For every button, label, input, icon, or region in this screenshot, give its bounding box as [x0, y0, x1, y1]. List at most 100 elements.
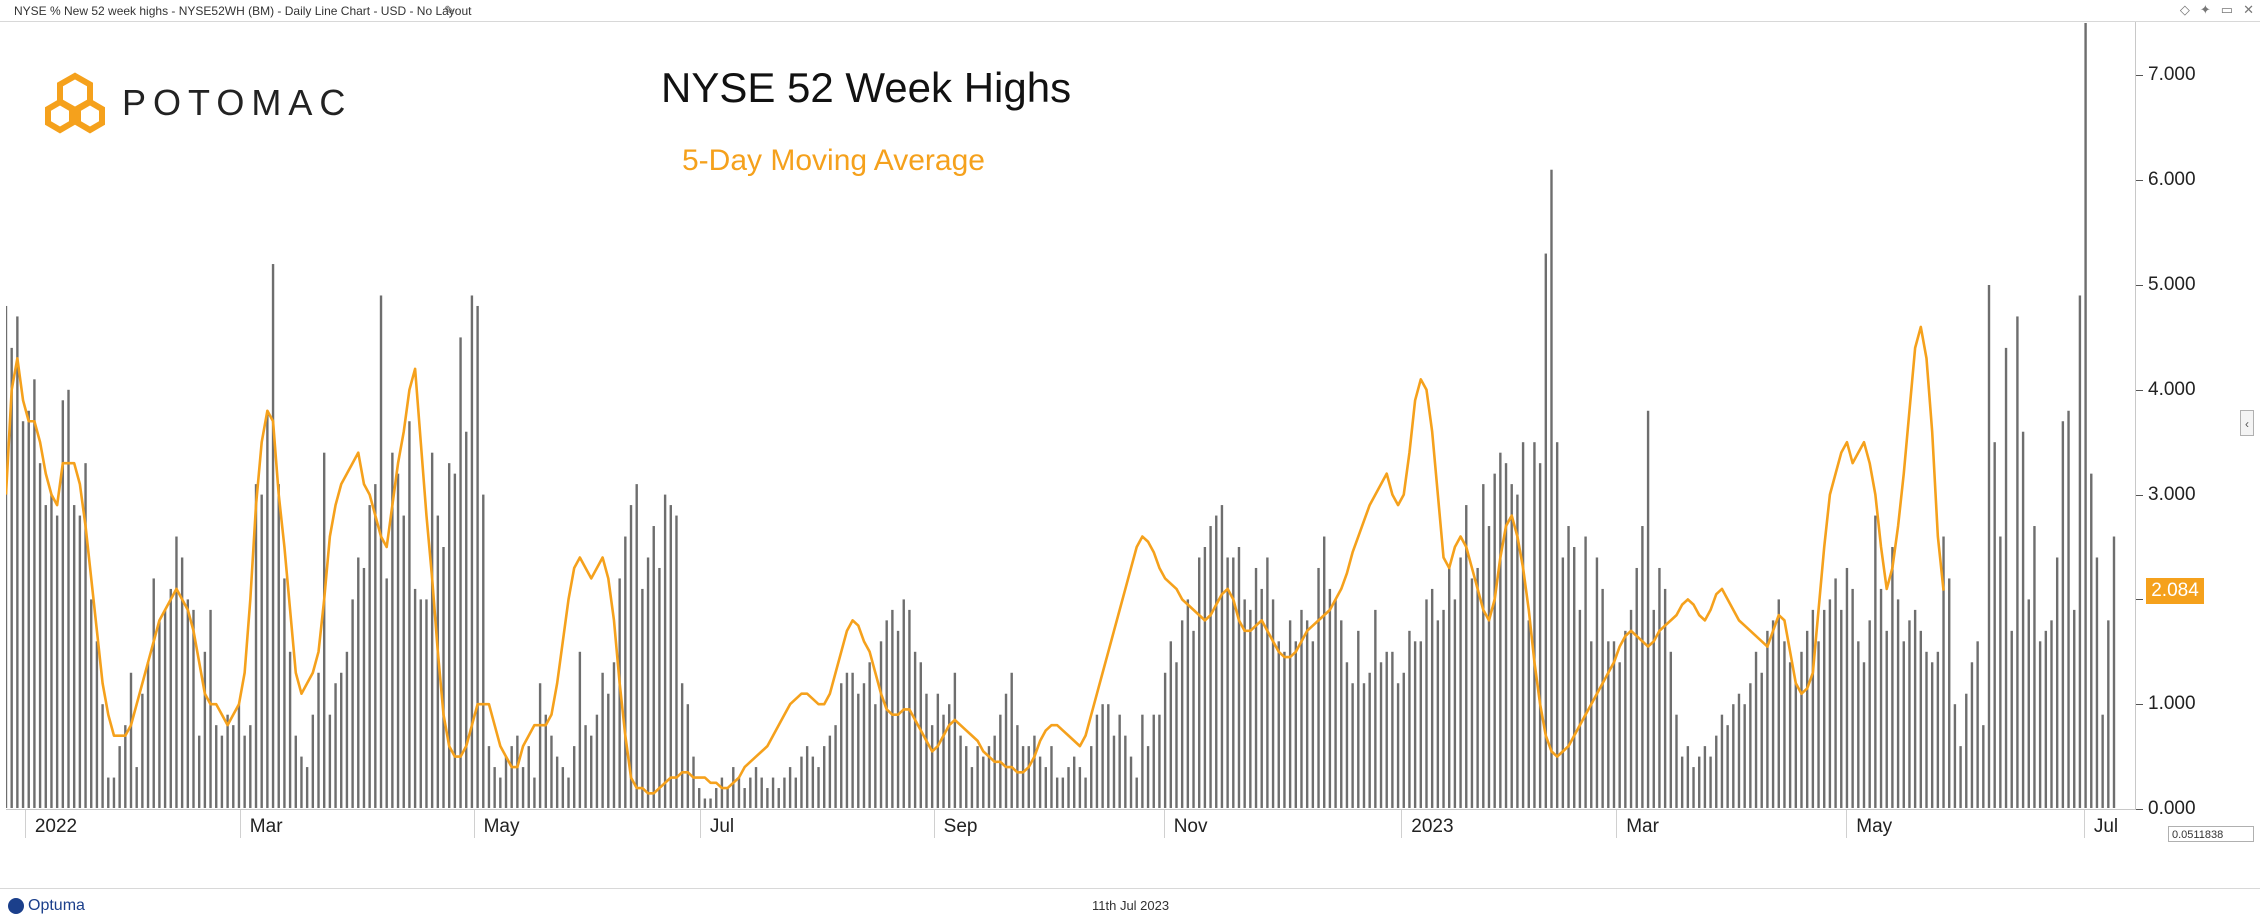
optuma-logo-icon	[8, 898, 24, 914]
diamond-icon[interactable]: ◇	[2179, 2, 2190, 17]
bar	[402, 515, 405, 808]
bar	[1323, 536, 1326, 808]
bar	[459, 337, 462, 808]
bar	[1044, 767, 1047, 808]
bar	[1788, 662, 1792, 808]
chart-plot-area[interactable]: POTOMAC NYSE 52 Week Highs 5-Day Moving …	[6, 22, 2136, 810]
bar	[1476, 567, 1479, 808]
y-axis-panel[interactable]: 0.0001.0002.0003.0004.0005.0006.0007.000…	[2136, 22, 2260, 819]
bar	[538, 683, 542, 808]
bar	[1487, 526, 1491, 808]
x-tick-label: May	[1856, 816, 1893, 837]
bar	[1368, 672, 1371, 808]
x-tick-mark	[699, 810, 701, 838]
bar	[442, 547, 445, 808]
bar	[1209, 526, 1212, 808]
bar	[180, 557, 184, 808]
bar	[2095, 557, 2099, 808]
bar	[754, 767, 758, 808]
bar	[209, 609, 212, 808]
bar	[913, 651, 917, 808]
bar	[186, 599, 190, 808]
bar	[1419, 641, 1422, 808]
bar	[1607, 641, 1610, 808]
close-icon[interactable]: ✕	[2243, 2, 2254, 17]
bar	[743, 788, 746, 808]
bar	[1868, 620, 1871, 808]
bar	[544, 714, 547, 808]
bar	[834, 725, 837, 808]
bar	[1698, 756, 1701, 808]
bar	[845, 672, 849, 808]
bar	[1305, 620, 1309, 808]
bar	[1095, 714, 1099, 808]
maximize-icon[interactable]: ▭	[2220, 2, 2234, 17]
bar	[2050, 620, 2053, 808]
x-tick-label: Jul	[709, 816, 735, 837]
bar	[1158, 714, 1161, 808]
x-axis[interactable]: 2022 Mar May Jul Sep Nov 2023 Mar May Jul	[6, 810, 2136, 842]
collapse-panel-chevron-icon[interactable]: ‹	[2240, 410, 2254, 436]
bar	[942, 714, 945, 808]
bar	[322, 452, 326, 808]
bar	[1090, 746, 1093, 808]
bar	[220, 735, 224, 808]
window-controls: ◇ ✦ ▭ ✕	[2180, 2, 2254, 18]
bar	[516, 735, 519, 808]
bar	[1573, 547, 1576, 808]
bar	[567, 777, 570, 808]
bar	[1777, 599, 1780, 808]
bar	[1948, 578, 1951, 808]
bar	[493, 767, 496, 808]
bar	[2055, 557, 2059, 808]
bar	[970, 767, 974, 808]
bar	[1141, 714, 1144, 808]
bar	[646, 557, 650, 808]
bar	[800, 756, 803, 808]
pin-icon[interactable]: ✦	[2199, 2, 2211, 17]
bar	[521, 767, 525, 808]
bar	[1567, 526, 1570, 808]
bar	[44, 505, 47, 808]
bar	[987, 746, 991, 808]
bar	[1817, 641, 1820, 808]
bar	[2073, 609, 2076, 808]
bar	[72, 505, 76, 808]
bar	[163, 609, 167, 808]
bar	[930, 725, 934, 808]
bar	[1146, 746, 1150, 808]
bar	[578, 651, 582, 808]
bar	[1823, 609, 1826, 808]
bar	[277, 484, 280, 808]
bar	[1715, 735, 1718, 808]
potomac-logo: POTOMAC	[42, 70, 352, 136]
y-tick-label: 3.000	[2148, 483, 2196, 505]
bar	[1499, 452, 1502, 808]
bar	[465, 431, 468, 808]
scale-input-box[interactable]: 0.0511838	[2168, 826, 2254, 842]
bar	[1737, 693, 1741, 808]
bar	[1345, 662, 1349, 808]
y-tick-label: 0.000	[2148, 798, 2196, 819]
bar	[1811, 609, 1815, 808]
bar	[590, 735, 593, 808]
bar	[1163, 672, 1167, 808]
bar	[561, 767, 565, 808]
x-tick-label: Mar	[1626, 816, 1659, 837]
bar	[1999, 536, 2002, 808]
bar	[1800, 651, 1803, 808]
bar	[698, 788, 701, 808]
bar	[107, 777, 110, 808]
bar	[902, 599, 905, 808]
x-tick-label: May	[483, 816, 520, 837]
bar	[1510, 484, 1513, 808]
bar	[112, 777, 116, 808]
bar	[1891, 547, 1894, 808]
bar	[334, 683, 337, 808]
bar	[1288, 620, 1292, 808]
bar	[345, 651, 349, 808]
bar	[919, 662, 922, 808]
edit-pencil-icon[interactable]: ✎	[444, 3, 455, 18]
bar	[862, 683, 866, 808]
